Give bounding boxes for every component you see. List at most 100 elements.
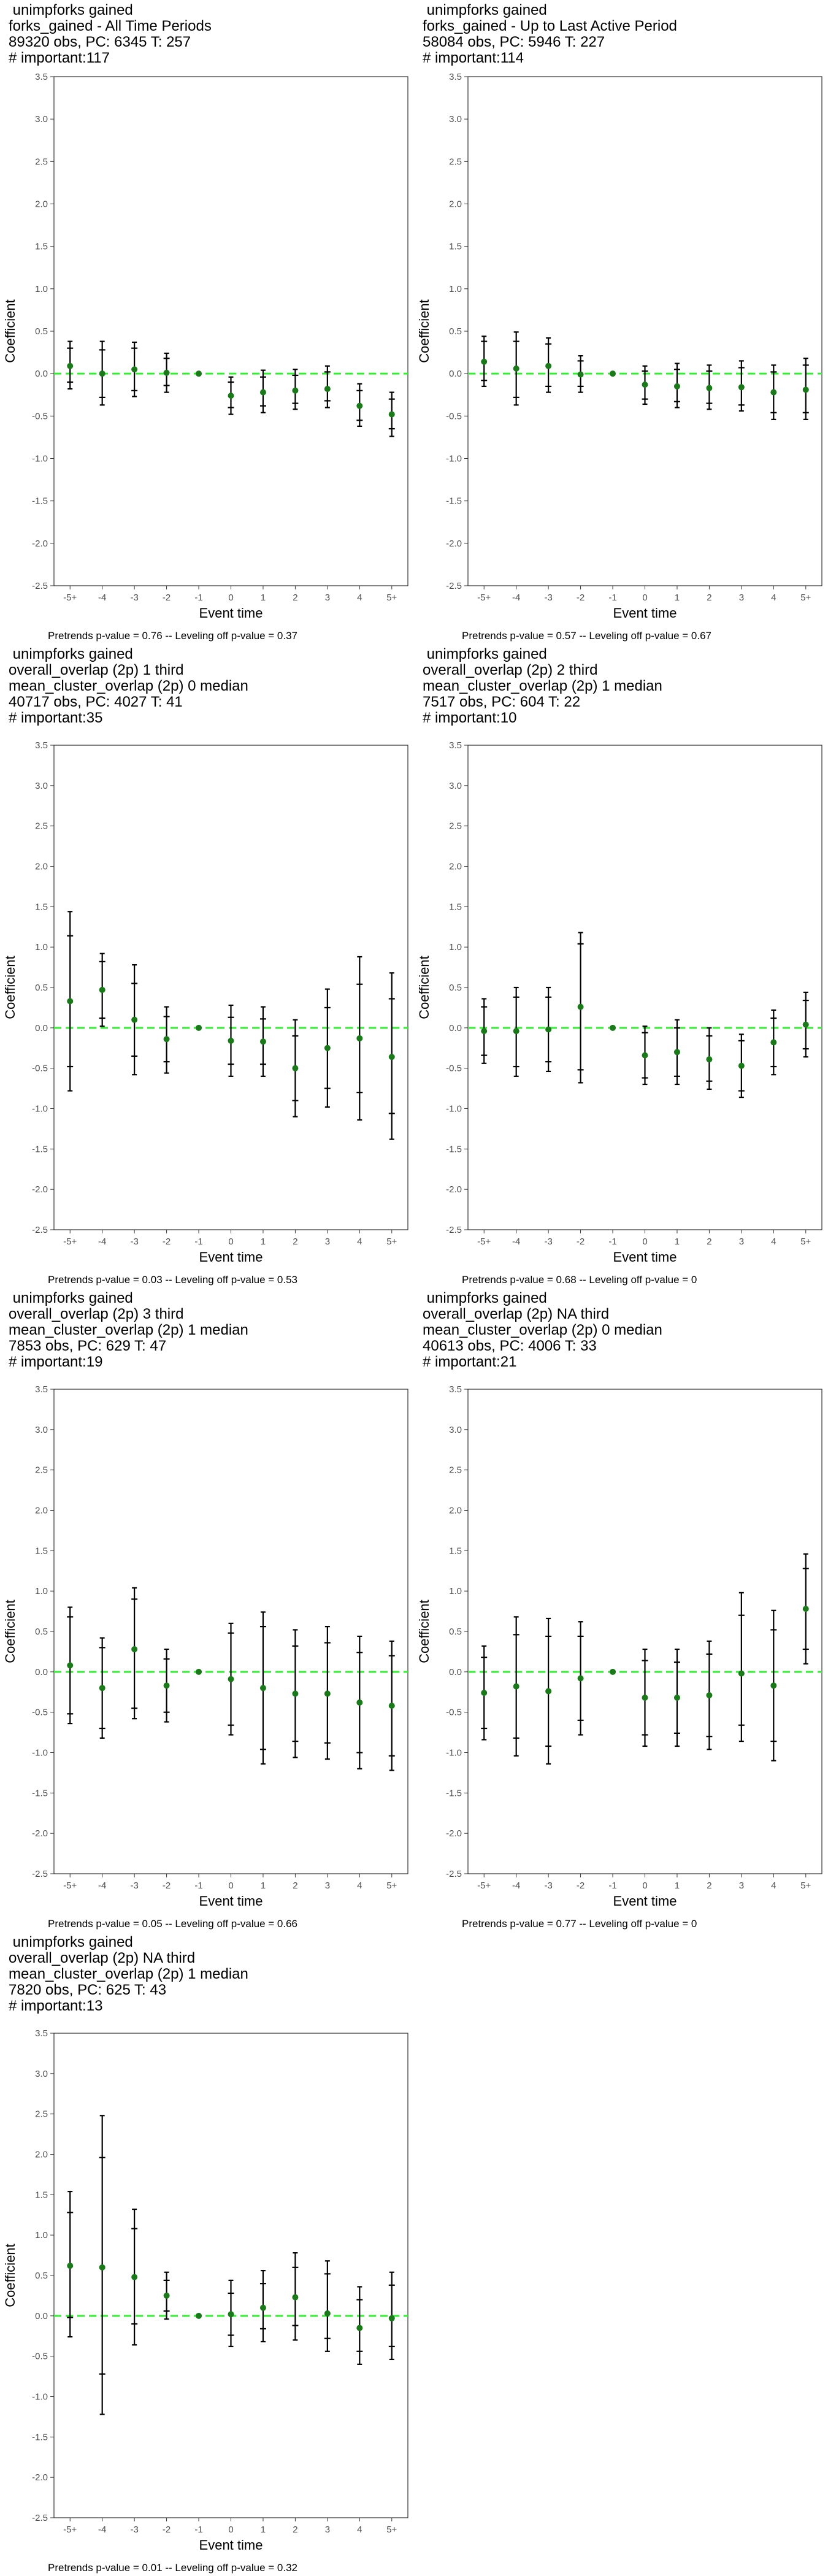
x-tick-label: 2 — [707, 592, 711, 603]
chart-title: unimpforks gained overall_overlap (2p) 3 … — [9, 1290, 248, 1370]
data-point — [802, 1021, 809, 1028]
plot-frame — [467, 76, 822, 586]
pvalue-footer: Pretrends p-value = 0.03 -- Leveling off… — [48, 1274, 297, 1286]
x-tick-label: 5+ — [386, 592, 397, 603]
y-tick-label: 3.0 — [35, 781, 48, 791]
x-tick-label: 4 — [357, 2524, 362, 2535]
y-axis-label: Coefficient — [2, 1600, 18, 1663]
data-point — [324, 386, 331, 393]
y-tick-label: -0.5 — [32, 1708, 48, 1718]
chart-plot: -2.5 -2.0 -1.5 -1.0 -0.5 0.0 0.5 1.0 1.5 2.0 2.5 3.… — [2, 1384, 408, 1909]
x-tick-label: 3 — [739, 592, 744, 603]
chart-plot: -2.5 -2.0 -1.5 -1.0 -0.5 0.0 0.5 1.0 1.5 2.0 2.5 3.… — [2, 72, 408, 621]
data-point — [706, 385, 713, 391]
x-tick-label: -4 — [512, 1880, 520, 1891]
y-tick-label: 0.0 — [35, 2311, 48, 2321]
y-tick-label: -1.0 — [446, 1748, 462, 1758]
chart-title-line: mean_cluster_overlap (2p) 0 median — [9, 678, 248, 694]
x-tick-label: 0 — [642, 1236, 647, 1247]
data-point — [356, 1035, 363, 1041]
chart-title-line: mean_cluster_overlap (2p) 1 median — [9, 1966, 248, 1982]
y-tick-label: 3.5 — [35, 72, 48, 82]
data-point — [131, 1646, 138, 1652]
x-tick-label: -2 — [163, 592, 171, 603]
chart-title-line: # important:21 — [423, 1354, 517, 1370]
data-point — [163, 2292, 170, 2299]
x-tick-label: -2 — [163, 1236, 171, 1247]
y-tick-label: 1.5 — [449, 242, 462, 252]
x-tick-label: 2 — [707, 1236, 711, 1247]
data-point — [642, 381, 648, 388]
data-point — [292, 1065, 299, 1071]
x-axis-label: Event time — [199, 2537, 263, 2553]
data-point — [577, 1003, 584, 1010]
plot-frame — [53, 745, 408, 1230]
chart-plot: -2.5 -2.0 -1.5 -1.0 -0.5 0.0 0.5 1.0 1.5 2.0 2.5 3.… — [2, 740, 408, 1265]
y-tick-label: -1.5 — [446, 1788, 462, 1798]
x-tick-label: -1 — [608, 592, 616, 603]
data-point — [770, 1682, 777, 1689]
data-point — [67, 2263, 74, 2269]
chart-plot: -2.5 -2.0 -1.5 -1.0 -0.5 0.0 0.5 1.0 1.5 2.0 2.5 3.… — [2, 2028, 408, 2553]
x-tick-label: -3 — [130, 1236, 138, 1247]
chart-title-line: 7820 obs, PC: 625 T: 43 — [9, 1982, 167, 1998]
x-tick-label: 2 — [293, 1880, 297, 1891]
x-tick-label: -3 — [130, 2524, 138, 2535]
data-point — [642, 1052, 648, 1059]
chart-panel: unimpforks gained overall_overlap (2p) 1 … — [0, 644, 414, 1288]
y-tick-label: 1.0 — [35, 2230, 48, 2241]
y-tick-label: 3.5 — [35, 740, 48, 751]
y-tick-label: -1.5 — [32, 496, 48, 507]
data-point — [673, 383, 680, 389]
data-point — [356, 1699, 363, 1706]
y-tick-label: -1.0 — [446, 1104, 462, 1114]
data-point — [388, 1054, 395, 1060]
x-tick-label: 2 — [293, 1236, 297, 1247]
data-point — [642, 1694, 648, 1701]
chart-title-line: overall_overlap (2p) NA third — [423, 1306, 610, 1322]
y-tick-label: 0.5 — [35, 983, 48, 993]
data-point — [481, 1028, 488, 1035]
y-tick-label: 2.0 — [449, 1506, 462, 1516]
data-point — [131, 1016, 138, 1023]
data-point — [513, 365, 519, 372]
plot-frame — [467, 1389, 822, 1874]
chart-title-line: unimpforks gained — [9, 1290, 133, 1306]
data-point — [388, 2315, 395, 2321]
y-tick-label: 1.5 — [35, 1546, 48, 1556]
chart-title-line: 40717 obs, PC: 4027 T: 41 — [9, 694, 183, 710]
y-tick-label: 1.0 — [449, 284, 462, 294]
pvalue-footer: Pretrends p-value = 0.68 -- Leveling off… — [462, 1274, 697, 1286]
x-tick-label: -5+ — [477, 592, 491, 603]
data-point — [99, 2264, 105, 2271]
x-tick-label: 5+ — [386, 1236, 397, 1247]
y-tick-label: 0.0 — [449, 369, 462, 379]
y-tick-label: -2.5 — [446, 581, 462, 591]
x-tick-label: 3 — [325, 2524, 330, 2535]
x-tick-label: 4 — [771, 592, 776, 603]
x-tick-label: 0 — [228, 2524, 233, 2535]
pvalue-footer: Pretrends p-value = 0.05 -- Leveling off… — [48, 1918, 297, 1930]
x-tick-label: 5+ — [800, 592, 811, 603]
data-point — [99, 986, 105, 993]
chart-title-line: 89320 obs, PC: 6345 T: 257 — [9, 34, 191, 50]
x-tick-label: -1 — [194, 1236, 202, 1247]
y-tick-label: 1.5 — [35, 902, 48, 912]
x-tick-label: -1 — [194, 2524, 202, 2535]
y-tick-label: -2.0 — [32, 1828, 48, 1839]
y-tick-label: -2.0 — [446, 1184, 462, 1195]
x-tick-label: 4 — [357, 592, 362, 603]
x-tick-label: -4 — [98, 1236, 106, 1247]
x-tick-label: -1 — [194, 1880, 202, 1891]
y-tick-label: -1.5 — [32, 2432, 48, 2442]
x-tick-label: -5+ — [63, 1236, 77, 1247]
data-point — [513, 1683, 519, 1690]
x-tick-label: -2 — [163, 2524, 171, 2535]
x-tick-label: -2 — [163, 1880, 171, 1891]
data-point — [196, 1668, 202, 1675]
chart-title-line: 7517 obs, PC: 604 T: 22 — [423, 694, 581, 710]
chart-title: unimpforks gained overall_overlap (2p) NA… — [9, 1934, 248, 2014]
chart-panel: unimpforks gained overall_overlap (2p) NA… — [414, 1288, 828, 1932]
y-tick-label: 0.0 — [449, 1667, 462, 1677]
y-tick-label: -0.5 — [446, 1708, 462, 1718]
